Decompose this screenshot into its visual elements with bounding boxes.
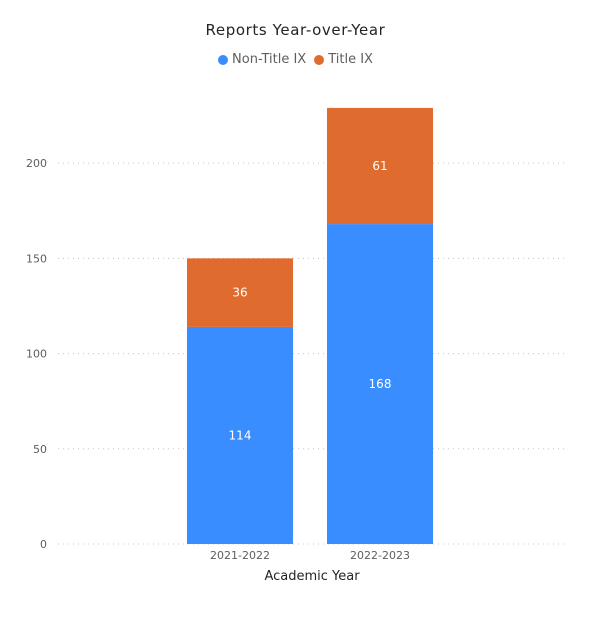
data-label-title-ix-2021-2022: 36	[232, 286, 247, 300]
data-label-title-ix-2022-2023: 61	[372, 159, 387, 173]
x-tick-label-2022-2023: 2022-2023	[350, 549, 410, 562]
bar-non-title-ix-2022-2023[interactable]	[327, 224, 433, 544]
legend-label-title-ix: Title IX	[328, 52, 373, 67]
y-tick-label-100: 100	[26, 348, 47, 361]
data-label-non-title-ix-2021-2022: 114	[229, 428, 252, 442]
legend-swatch-non-title-ix	[218, 54, 229, 65]
y-tick-label-0: 0	[40, 538, 47, 551]
bar-non-title-ix-2021-2022[interactable]	[187, 326, 293, 544]
data-label-non-title-ix-2022-2023: 168	[369, 377, 392, 391]
bar-title-ix-2021-2022[interactable]	[187, 258, 293, 327]
bar-title-ix-2022-2023[interactable]	[327, 107, 433, 225]
x-tick-label-2021-2022: 2021-2022	[210, 549, 270, 562]
legend-swatch-title-ix	[314, 54, 325, 65]
legend-item-non-title-ix[interactable]: Non-Title IX	[218, 52, 306, 67]
x-axis-title: Academic Year	[264, 569, 360, 584]
y-tick-label-200: 200	[26, 157, 47, 170]
legend[interactable]: Non-Title IX Title IX	[0, 52, 591, 67]
y-tick-label-150: 150	[26, 252, 47, 265]
legend-item-title-ix[interactable]: Title IX	[314, 52, 373, 67]
chart-title: Reports Year-over-Year	[205, 21, 386, 39]
legend-label-non-title-ix: Non-Title IX	[232, 52, 307, 67]
y-tick-label-50: 50	[33, 443, 47, 456]
